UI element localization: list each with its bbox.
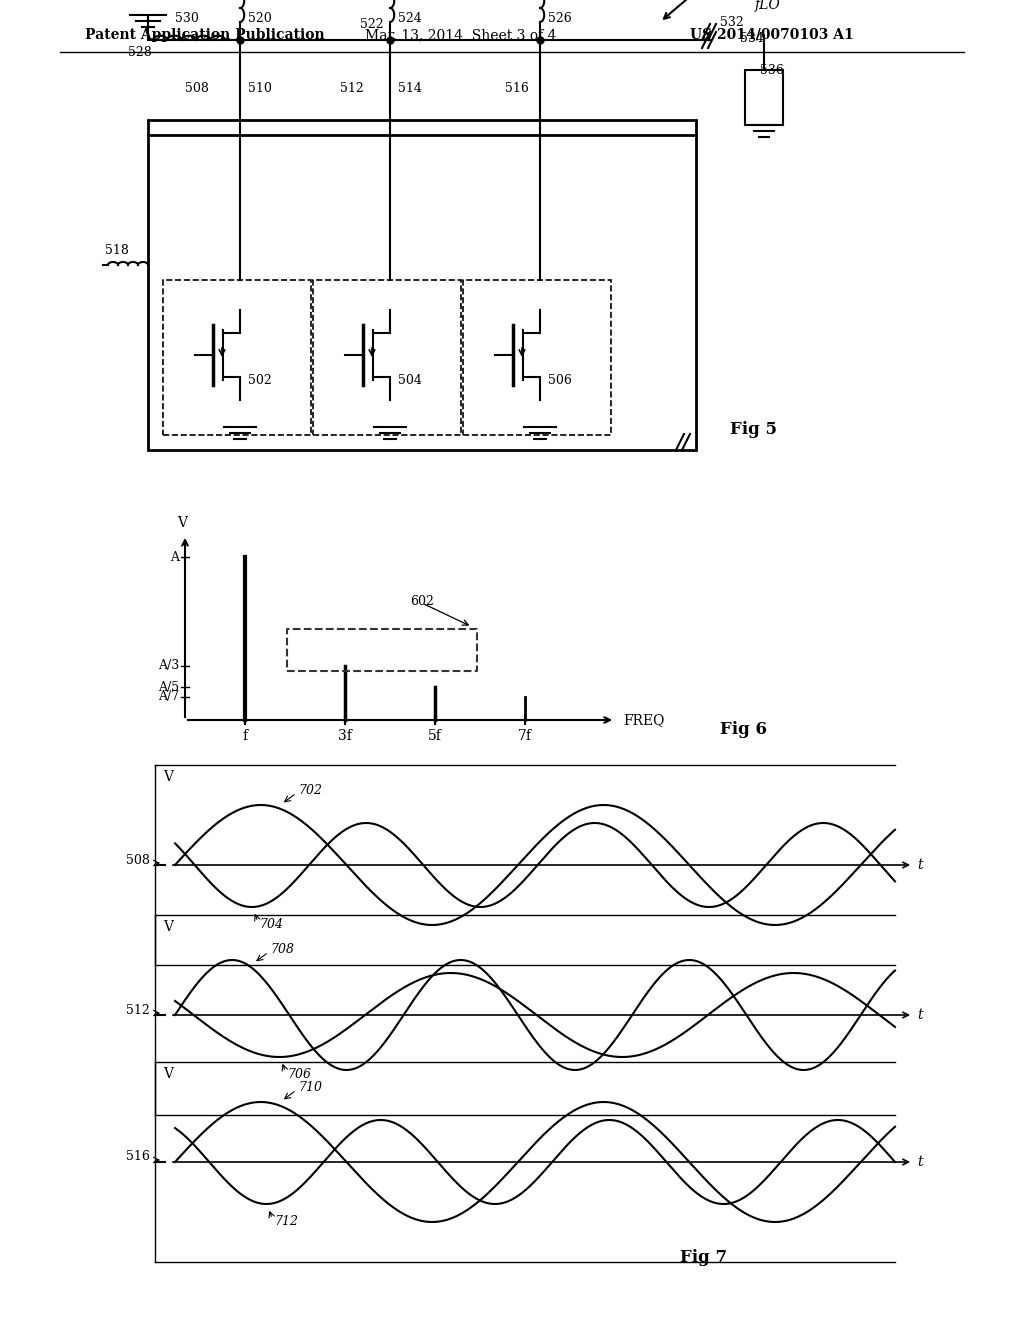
Text: 504: 504 xyxy=(398,374,422,387)
Bar xyxy=(313,280,461,436)
Text: 706: 706 xyxy=(288,1068,311,1081)
Bar xyxy=(148,120,696,450)
Text: 510: 510 xyxy=(248,82,272,95)
Text: t: t xyxy=(918,1008,923,1022)
Text: 5f: 5f xyxy=(428,729,442,743)
Text: 708: 708 xyxy=(270,942,295,956)
Text: 522: 522 xyxy=(360,18,384,32)
Text: V: V xyxy=(163,770,173,784)
Text: Mar. 13, 2014  Sheet 3 of 4: Mar. 13, 2014 Sheet 3 of 4 xyxy=(365,28,556,42)
Text: 514: 514 xyxy=(398,82,422,95)
Text: t: t xyxy=(918,858,923,873)
Text: Patent Application Publication: Patent Application Publication xyxy=(85,28,325,42)
Text: A: A xyxy=(170,550,179,564)
Text: V: V xyxy=(163,920,173,935)
Text: 526: 526 xyxy=(548,12,571,25)
Text: A/5: A/5 xyxy=(158,681,179,694)
Bar xyxy=(463,280,611,436)
Text: 516: 516 xyxy=(126,1151,150,1163)
Text: A/7: A/7 xyxy=(158,690,179,704)
Text: V: V xyxy=(163,1067,173,1081)
Text: 532: 532 xyxy=(720,16,743,29)
Text: 516: 516 xyxy=(505,82,528,95)
Text: Fig 6: Fig 6 xyxy=(720,722,767,738)
Bar xyxy=(163,280,311,436)
Text: 530: 530 xyxy=(175,12,199,25)
Text: 524: 524 xyxy=(398,12,422,25)
Text: 506: 506 xyxy=(548,374,571,387)
Text: 520: 520 xyxy=(248,12,271,25)
Text: 502: 502 xyxy=(248,374,271,387)
Text: 508: 508 xyxy=(126,854,150,866)
Text: 702: 702 xyxy=(298,784,323,796)
Text: 528: 528 xyxy=(128,45,152,58)
Text: V: V xyxy=(177,516,187,531)
Text: 518: 518 xyxy=(105,243,129,256)
Text: 534: 534 xyxy=(740,32,764,45)
Text: 3f: 3f xyxy=(338,729,352,743)
Text: Fig 5: Fig 5 xyxy=(730,421,777,438)
Bar xyxy=(745,70,783,125)
Text: 508: 508 xyxy=(185,82,209,95)
Text: 602: 602 xyxy=(410,594,434,607)
Text: 7f: 7f xyxy=(518,729,532,743)
Text: t: t xyxy=(918,1155,923,1170)
Text: Fig 7: Fig 7 xyxy=(680,1250,727,1266)
Text: FREQ: FREQ xyxy=(623,713,665,727)
Text: 704: 704 xyxy=(260,919,284,932)
Text: 536: 536 xyxy=(760,63,784,77)
Text: 512: 512 xyxy=(126,1003,150,1016)
Text: 712: 712 xyxy=(274,1216,298,1229)
Text: 710: 710 xyxy=(298,1081,323,1093)
Text: US 2014/0070103 A1: US 2014/0070103 A1 xyxy=(690,28,854,42)
Text: A/3: A/3 xyxy=(158,659,179,672)
Text: 512: 512 xyxy=(340,82,364,95)
Text: f: f xyxy=(243,729,248,743)
Text: fLO: fLO xyxy=(755,0,780,12)
